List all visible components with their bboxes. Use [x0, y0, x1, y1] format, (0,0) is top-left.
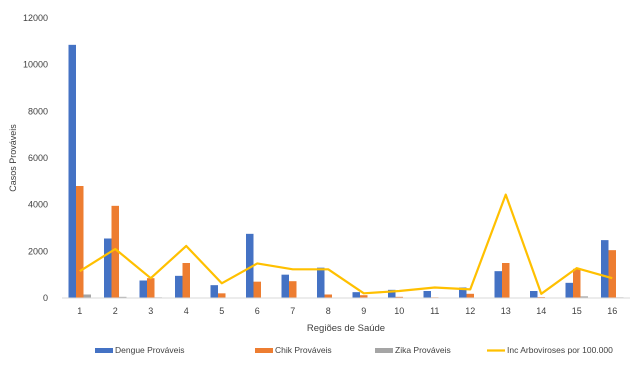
x-tick-label: 15	[572, 306, 582, 316]
bar-chik-12	[467, 294, 475, 298]
bar-chik-1	[76, 186, 84, 298]
y-axis-ticks: 0 2000 4000 6000 8000 10000 12000	[23, 13, 48, 303]
x-tick-label: 8	[326, 306, 331, 316]
bar-chik-3	[147, 278, 155, 298]
bar-chik-8	[325, 295, 333, 299]
y-tick-label: 4000	[28, 200, 48, 210]
bar-dengue-14	[530, 291, 538, 298]
line-series-group	[80, 195, 613, 294]
bar-dengue-4	[175, 276, 183, 298]
bar-dengue-7	[282, 275, 290, 298]
x-tick-label: 5	[219, 306, 224, 316]
bar-chik-13	[502, 263, 510, 298]
y-tick-label: 8000	[28, 106, 48, 116]
x-tick-label: 2	[113, 306, 118, 316]
bar-chik-7	[289, 281, 297, 298]
bar-series-group	[69, 45, 624, 298]
x-tick-label: 12	[465, 306, 475, 316]
legend-label: Chik Prováveis	[275, 345, 332, 355]
legend-label: Inc Arboviroses por 100.000	[507, 345, 613, 355]
y-tick-label: 10000	[23, 60, 48, 70]
bar-dengue-5	[211, 285, 219, 298]
x-tick-label: 16	[607, 306, 617, 316]
bar-zika-1	[84, 295, 92, 299]
x-tick-label: 7	[290, 306, 295, 316]
bar-dengue-8	[317, 268, 325, 298]
x-tick-label: 3	[148, 306, 153, 316]
bar-chik-5	[218, 293, 226, 298]
bar-dengue-3	[140, 281, 148, 299]
legend-swatch	[375, 348, 393, 353]
y-axis-label: Casos Prováveis	[8, 124, 18, 192]
bar-chik-15	[573, 269, 581, 298]
y-tick-label: 6000	[28, 153, 48, 163]
x-tick-label: 14	[536, 306, 546, 316]
bar-dengue-2	[104, 239, 112, 299]
x-tick-label: 10	[394, 306, 404, 316]
legend-swatch	[95, 348, 113, 353]
x-tick-label: 13	[501, 306, 511, 316]
legend-label: Zika Prováveis	[395, 345, 451, 355]
legend: Dengue Prováveis Chik Prováveis Zika Prová…	[95, 345, 613, 355]
bar-chik-16	[609, 250, 617, 298]
bar-dengue-15	[566, 283, 574, 298]
x-tick-label: 6	[255, 306, 260, 316]
y-tick-label: 0	[43, 293, 48, 303]
legend-swatch	[255, 348, 273, 353]
bar-chik-4	[183, 263, 191, 298]
x-tick-label: 11	[430, 306, 439, 316]
x-axis-label: Regiões de Saúde	[307, 323, 385, 334]
bar-dengue-11	[424, 291, 432, 298]
x-tick-label: 9	[361, 306, 366, 316]
line-incidence	[80, 195, 613, 294]
bar-dengue-1	[69, 45, 77, 298]
y-tick-label: 2000	[28, 246, 48, 256]
bar-chik-6	[254, 282, 262, 298]
x-tick-label: 4	[184, 306, 189, 316]
bar-dengue-13	[495, 271, 503, 298]
legend-label: Dengue Prováveis	[115, 345, 184, 355]
bar-dengue-9	[353, 292, 361, 298]
y-tick-label: 12000	[23, 13, 48, 23]
bar-dengue-16	[601, 240, 609, 298]
x-tick-label: 1	[77, 306, 82, 316]
